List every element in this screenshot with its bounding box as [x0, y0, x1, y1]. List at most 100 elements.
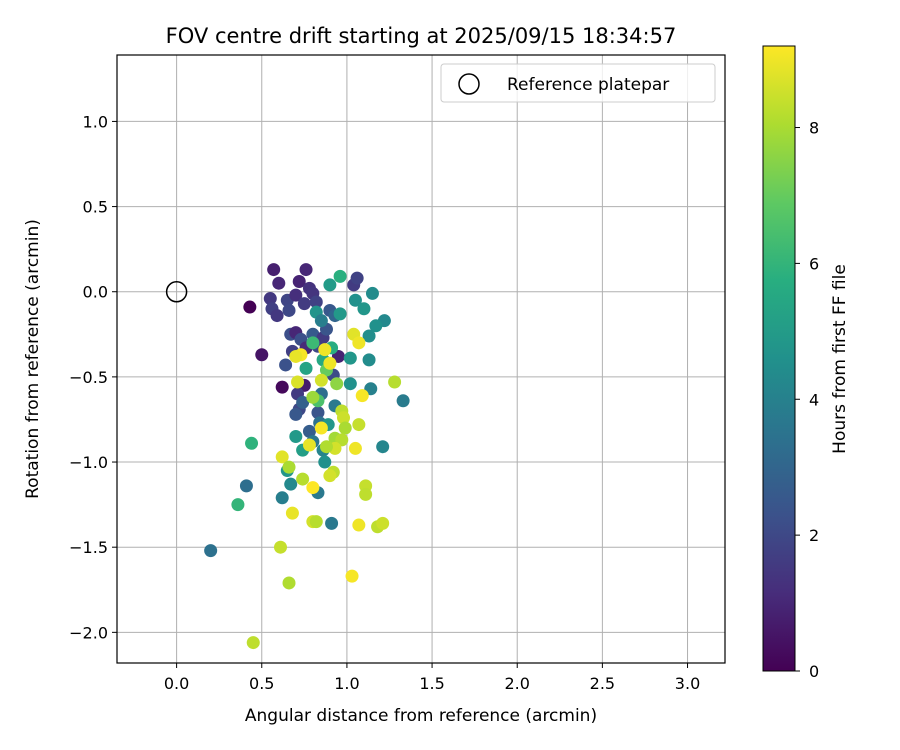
data-point: [323, 469, 337, 483]
plot-frame: [116, 54, 726, 664]
chart-title: FOV centre drift starting at 2025/09/15 …: [166, 24, 677, 48]
data-point: [275, 380, 289, 394]
y-tick-label: −1.5: [69, 538, 108, 557]
legend-box: [440, 63, 716, 103]
data-point: [359, 487, 373, 501]
data-point: [245, 436, 259, 450]
colorbar-tick-label: 0: [809, 662, 819, 681]
colorbar: 0 2 4 6 8 Hours from first FF file: [762, 45, 850, 681]
data-point: [289, 349, 303, 363]
data-point: [291, 375, 305, 389]
data-point: [302, 438, 316, 452]
data-point: [352, 418, 366, 432]
data-point: [289, 429, 303, 443]
data-point: [239, 479, 253, 493]
y-tick-label: −1.0: [69, 453, 108, 472]
data-point: [348, 441, 362, 455]
legend: Reference platepar: [440, 63, 716, 103]
data-point: [357, 302, 371, 316]
y-tick-label: 0.0: [83, 283, 108, 302]
data-point: [302, 424, 316, 438]
y-tick-label: 1.0: [83, 112, 108, 131]
grid: [117, 55, 725, 663]
data-point: [362, 329, 376, 343]
data-point: [309, 295, 323, 309]
data-point: [314, 421, 328, 435]
data-point: [267, 263, 281, 277]
data-point: [352, 336, 366, 350]
data-point: [314, 373, 328, 387]
data-point: [282, 460, 296, 474]
data-point: [297, 297, 311, 311]
data-point: [289, 288, 303, 302]
x-tick-label: 3.0: [675, 674, 700, 693]
data-point: [343, 377, 357, 391]
scatter-points: [204, 263, 410, 650]
x-tick-label: 1.5: [419, 674, 444, 693]
y-axis-ticks: 1.0 0.5 0.0 −0.5 −1.0 −1.5 −2.0: [69, 112, 117, 642]
data-point: [311, 406, 325, 420]
data-point: [323, 278, 337, 292]
data-point: [296, 395, 310, 409]
data-point: [289, 407, 303, 421]
data-point: [319, 440, 333, 454]
colorbar-ticks: 0 2 4 6 8: [795, 119, 819, 681]
data-point: [255, 348, 269, 362]
data-point: [343, 351, 357, 365]
data-point: [275, 491, 289, 505]
data-point: [243, 300, 257, 314]
data-point: [376, 516, 390, 530]
reference-marker-group: [165, 280, 188, 303]
data-point: [365, 286, 379, 300]
legend-entry-reference: Reference platepar: [507, 75, 669, 95]
data-point: [333, 269, 347, 283]
data-point: [263, 292, 277, 306]
y-tick-label: 0.5: [83, 198, 108, 217]
data-point: [273, 540, 287, 554]
data-point: [345, 569, 359, 583]
data-point: [376, 440, 390, 454]
reference-platepar-marker: [165, 280, 188, 303]
data-point: [231, 498, 245, 512]
data-point: [325, 516, 339, 530]
colorbar-label: Hours from first FF file: [830, 264, 850, 454]
data-point: [282, 576, 296, 590]
data-point: [333, 307, 347, 321]
data-point: [309, 515, 323, 529]
data-point: [292, 275, 306, 289]
data-point: [279, 358, 293, 372]
y-axis-label: Rotation from reference (arcmin): [23, 219, 43, 499]
x-tick-label: 2.0: [504, 674, 529, 693]
data-point: [337, 411, 351, 425]
x-tick-label: 0.5: [249, 674, 274, 693]
data-point: [338, 421, 352, 435]
y-tick-label: −0.5: [69, 368, 108, 387]
colorbar-tick-label: 4: [809, 390, 819, 409]
data-point: [352, 518, 366, 532]
data-point: [318, 343, 332, 357]
data-point: [396, 394, 410, 408]
data-point: [306, 481, 320, 495]
data-point: [246, 636, 260, 650]
data-point: [272, 276, 286, 290]
colorbar-tick-label: 8: [809, 119, 819, 138]
y-tick-label: −2.0: [69, 623, 108, 642]
x-tick-label: 2.5: [590, 674, 615, 693]
data-point: [284, 477, 298, 491]
data-point: [306, 336, 320, 350]
x-axis-ticks: 0.0 0.5 1.0 1.5 2.0 2.5 3.0: [164, 663, 700, 693]
data-point: [296, 472, 310, 486]
data-point: [306, 390, 320, 404]
legend-reference-icon: [458, 73, 480, 95]
data-point: [362, 353, 376, 367]
data-point: [350, 271, 364, 285]
data-point: [275, 450, 289, 464]
data-point: [270, 309, 284, 323]
data-point: [330, 377, 344, 391]
data-point: [355, 389, 369, 403]
data-point: [282, 303, 296, 317]
x-axis-label: Angular distance from reference (arcmin): [245, 706, 597, 726]
data-point: [348, 293, 362, 307]
colorbar-gradient: [762, 45, 796, 672]
